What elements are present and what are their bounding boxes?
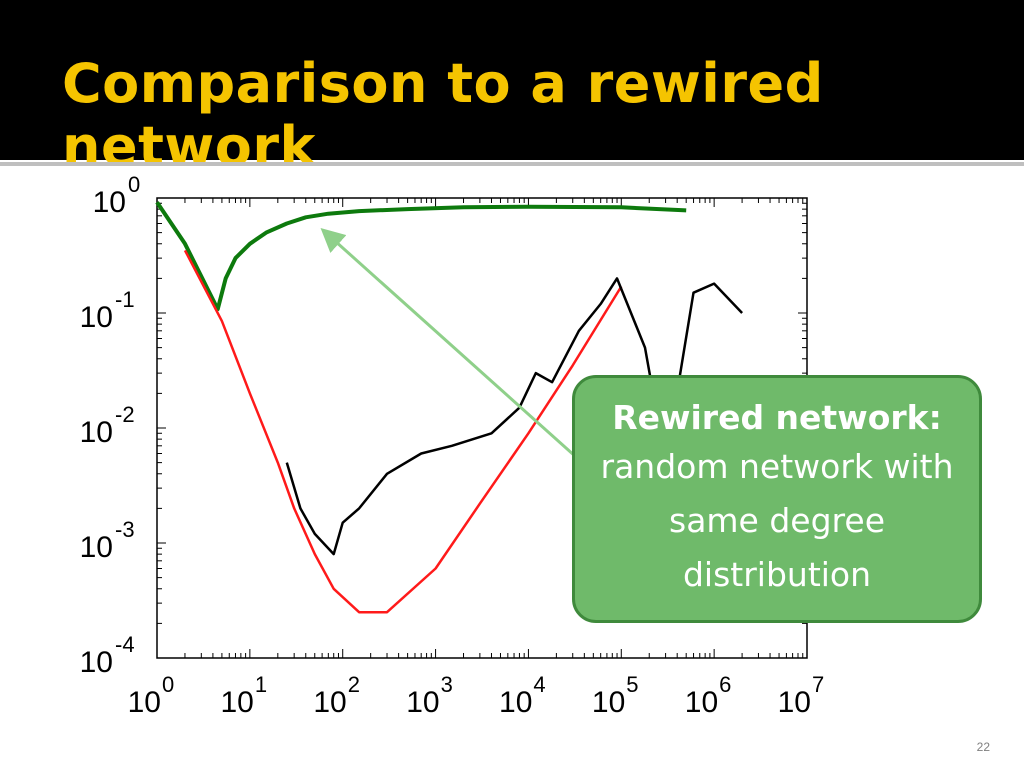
x-tick-mantissa: 10 — [778, 686, 811, 719]
title-bar: Comparison to a rewired network — [0, 0, 1024, 178]
y-tick-mantissa: 10 — [80, 301, 113, 334]
x-tick-label: 107 — [778, 672, 825, 719]
x-tick-mantissa: 10 — [128, 686, 161, 719]
slide-title: Comparison to a rewired network — [62, 52, 824, 178]
x-tick-mantissa: 10 — [592, 686, 625, 719]
y-tick-exponent: 0 — [128, 172, 140, 197]
y-tick-label: 10-2 — [80, 402, 135, 449]
x-tick-exponent: 3 — [441, 672, 453, 697]
x-tick-exponent: 2 — [348, 672, 360, 697]
x-tick-label: 103 — [406, 672, 453, 719]
x-tick-exponent: 7 — [812, 672, 824, 697]
x-tick-label: 104 — [499, 672, 546, 719]
series-line-2 — [183, 249, 623, 614]
y-tick-mantissa: 10 — [80, 646, 113, 679]
x-tick-mantissa: 10 — [220, 686, 253, 719]
x-tick-label: 101 — [220, 672, 267, 719]
x-tick-mantissa: 10 — [685, 686, 718, 719]
callout-heading: Rewired network: — [612, 398, 942, 437]
callout-body: random network with same degree distribu… — [600, 447, 954, 594]
y-tick-mantissa: 10 — [93, 186, 126, 219]
callout-arrow — [320, 227, 587, 467]
x-tick-mantissa: 10 — [499, 686, 532, 719]
y-tick-exponent: -4 — [115, 632, 135, 657]
x-tick-exponent: 1 — [255, 672, 267, 697]
rewired-network-callout: Rewired network: random network with sam… — [572, 375, 982, 623]
y-tick-label: 100 — [93, 172, 141, 219]
y-tick-label: 10-4 — [80, 632, 135, 679]
x-tick-mantissa: 10 — [313, 686, 346, 719]
y-tick-label: 10-1 — [80, 287, 135, 334]
page-number: 22 — [976, 740, 990, 754]
x-tick-exponent: 6 — [719, 672, 731, 697]
y-tick-mantissa: 10 — [80, 531, 113, 564]
y-tick-exponent: -2 — [115, 402, 135, 427]
x-tick-label: 102 — [313, 672, 360, 719]
x-tick-label: 106 — [685, 672, 732, 719]
series-line-1 — [155, 201, 687, 312]
x-tick-mantissa: 10 — [406, 686, 439, 719]
title-divider — [0, 162, 1024, 166]
y-tick-label: 10-3 — [80, 517, 135, 564]
x-tick-exponent: 0 — [162, 672, 174, 697]
x-tick-exponent: 4 — [533, 672, 545, 697]
x-tick-exponent: 5 — [626, 672, 638, 697]
y-tick-exponent: -1 — [115, 287, 135, 312]
x-tick-label: 100 — [128, 672, 175, 719]
x-tick-label: 105 — [592, 672, 639, 719]
y-tick-mantissa: 10 — [80, 416, 113, 449]
y-tick-exponent: -3 — [115, 517, 135, 542]
